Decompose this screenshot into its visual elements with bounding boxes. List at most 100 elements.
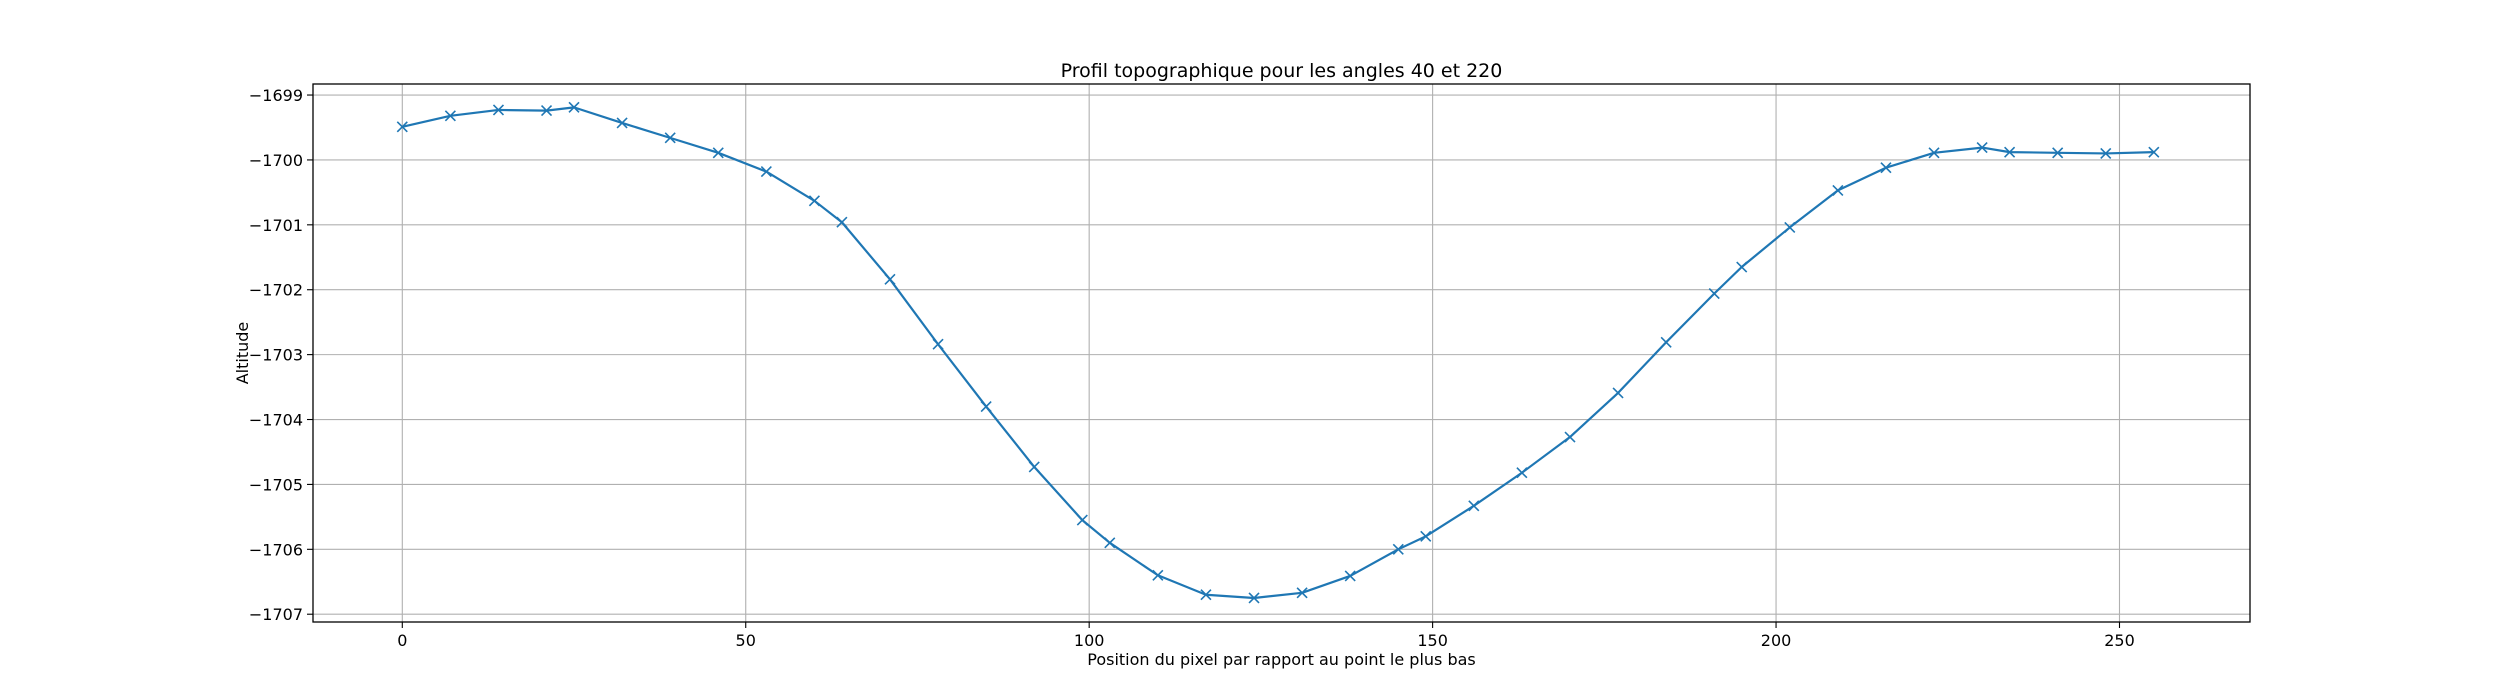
data-point-marker — [1152, 569, 1164, 581]
data-point-marker — [2100, 147, 2112, 160]
marker-stroke — [1880, 162, 1892, 174]
data-point-marker — [540, 105, 553, 117]
data-point-marker — [568, 101, 580, 113]
data-point-marker — [932, 338, 944, 350]
marker-stroke — [980, 400, 992, 413]
marker-stroke — [932, 338, 944, 350]
data-point-marker — [1420, 530, 1432, 542]
marker-stroke — [1976, 142, 1988, 154]
marker-stroke — [2004, 146, 2016, 158]
y-tick-label: −1705 — [249, 475, 303, 494]
x-axis-title: Position du pixel par rapport au point l… — [1087, 650, 1476, 669]
marker-stroke — [1832, 184, 1844, 196]
data-point-marker — [884, 273, 896, 285]
y-tick-label: −1699 — [249, 86, 303, 105]
marker-stroke — [884, 273, 896, 285]
marker-stroke — [1344, 570, 1356, 582]
data-point-marker — [396, 121, 408, 133]
marker-stroke — [712, 147, 724, 159]
data-point-marker — [1468, 500, 1480, 512]
marker-stroke — [664, 132, 676, 144]
x-tick-label: 0 — [397, 631, 407, 650]
marker-stroke — [1468, 500, 1480, 512]
y-tick-label: −1700 — [249, 151, 303, 170]
marker-stroke — [492, 104, 505, 116]
data-point-marker — [1392, 543, 1404, 555]
marker-stroke — [836, 216, 848, 228]
marker-stroke — [2052, 147, 2064, 159]
x-tick-label: 250 — [2104, 631, 2135, 650]
marker-stroke — [1296, 587, 1308, 599]
y-tick-label: −1706 — [249, 540, 303, 559]
marker-stroke — [616, 117, 628, 129]
data-point-marker — [1976, 142, 1988, 154]
marker-stroke — [1564, 431, 1576, 443]
marker-stroke — [2148, 146, 2160, 158]
y-axis-title: Altitude — [233, 322, 252, 385]
plot-frame — [312, 83, 2251, 623]
data-point-marker — [1832, 184, 1844, 196]
data-point-marker — [1104, 537, 1116, 549]
data-point-marker — [712, 147, 724, 159]
marker-stroke — [540, 105, 553, 117]
data-point-marker — [808, 195, 820, 207]
data-point-marker — [760, 166, 772, 178]
marker-stroke — [2100, 147, 2112, 160]
data-point-marker — [1928, 147, 1940, 159]
marker-stroke — [1028, 461, 1040, 473]
y-tick-label: −1703 — [249, 346, 303, 365]
marker-stroke — [1928, 147, 1940, 159]
marker-stroke — [1708, 288, 1720, 300]
data-point-marker — [1516, 467, 1528, 479]
ticks: 0 50 100 150 200 250 −1699 −1700 −1701 −1702 −1703… — [249, 86, 2135, 650]
chart-title: Profil topographique pour les angles 40 … — [1061, 60, 1503, 82]
data-point-marker — [1200, 589, 1212, 601]
marker-stroke — [1076, 514, 1088, 526]
data-point-marker — [1660, 336, 1672, 348]
data-point-marker — [980, 400, 992, 413]
x-tick-label: 200 — [1761, 631, 1792, 650]
marker-stroke — [568, 101, 580, 113]
data-point-marker — [1612, 387, 1624, 399]
data-point-marker — [1736, 261, 1748, 273]
marker-stroke — [1660, 336, 1672, 348]
grid — [313, 84, 2250, 622]
data-point-marker — [1784, 221, 1796, 233]
marker-stroke — [1152, 569, 1164, 581]
y-tick-label: −1707 — [249, 605, 303, 624]
x-tick-label: 100 — [1074, 631, 1105, 650]
data-point-marker — [1344, 570, 1356, 582]
data-point-marker — [664, 132, 676, 144]
data-point-marker — [1564, 431, 1576, 443]
data-point-marker — [1028, 461, 1040, 473]
marker-stroke — [1104, 537, 1116, 549]
data-point-marker — [1296, 587, 1308, 599]
marker-stroke — [1784, 221, 1796, 233]
y-tick-label: −1702 — [249, 281, 303, 300]
marker-stroke — [1248, 592, 1260, 604]
marker-stroke — [1736, 261, 1748, 273]
marker-stroke — [760, 166, 772, 178]
data-point-marker — [616, 117, 628, 129]
marker-stroke — [1392, 543, 1404, 555]
marker-stroke — [808, 195, 820, 207]
data-point-marker — [836, 216, 848, 228]
marker-stroke — [396, 121, 408, 133]
data-point-marker — [1076, 514, 1088, 526]
marker-stroke — [1612, 387, 1624, 399]
marker-stroke — [1200, 589, 1212, 601]
data-point-marker — [1248, 592, 1260, 604]
data-point-marker — [444, 110, 456, 122]
series-line — [402, 106, 2154, 600]
data-point-marker — [1880, 162, 1892, 174]
y-tick-label: −1701 — [249, 216, 303, 235]
series-layer — [396, 101, 2160, 604]
x-tick-label: 150 — [1417, 631, 1448, 650]
data-point-marker — [2148, 146, 2160, 158]
data-point-marker — [1708, 288, 1720, 300]
x-tick-label: 50 — [736, 631, 756, 650]
data-point-marker — [2004, 146, 2016, 158]
marker-stroke — [1420, 530, 1432, 542]
marker-stroke — [1516, 467, 1528, 479]
